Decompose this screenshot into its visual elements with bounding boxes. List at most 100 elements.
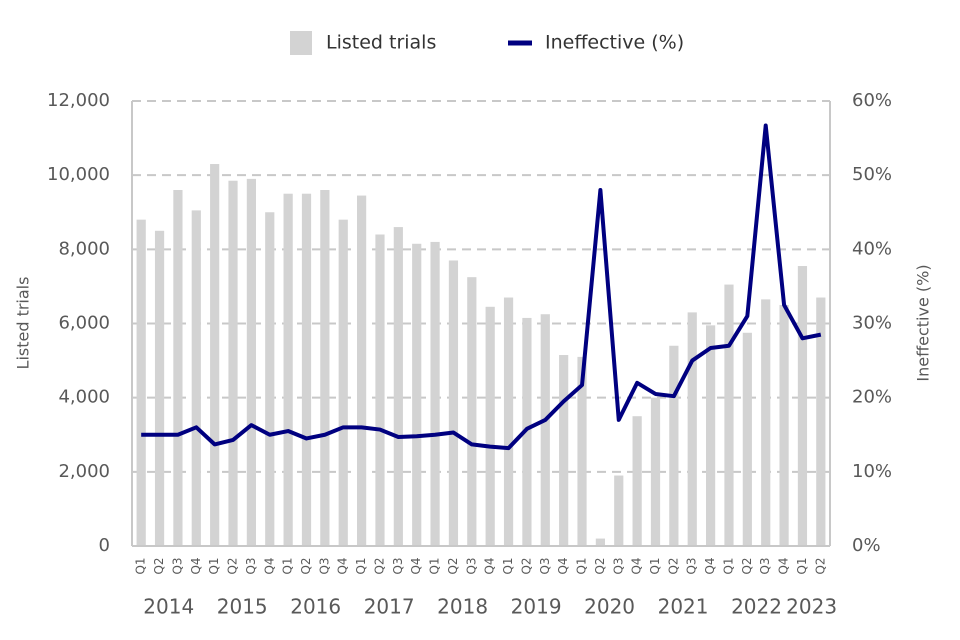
bar xyxy=(522,317,532,546)
x-tick-label: Q3 xyxy=(317,557,331,574)
bar xyxy=(320,190,330,546)
bar xyxy=(485,306,495,546)
x-tick-label: Q4 xyxy=(189,557,203,574)
x-tick-label: Q3 xyxy=(611,557,625,574)
bar xyxy=(816,297,826,546)
bar xyxy=(669,345,679,546)
x-tick-label: Q2 xyxy=(226,557,240,574)
x-tick-label: Q2 xyxy=(740,557,754,574)
bar xyxy=(503,297,514,546)
x-tick-label: Q4 xyxy=(630,557,644,574)
y2-tick-label: 30% xyxy=(852,313,892,334)
bar xyxy=(283,193,293,547)
bar xyxy=(779,304,789,546)
bar xyxy=(154,230,165,546)
x-tick-label: Q4 xyxy=(483,557,497,574)
bar xyxy=(228,180,238,546)
x-tick-label: Q1 xyxy=(281,557,295,574)
bar xyxy=(724,284,734,546)
bar xyxy=(265,212,275,546)
y-tick-label: 2,000 xyxy=(58,461,110,482)
bar xyxy=(393,227,403,547)
y-tick-label: 12,000 xyxy=(47,90,110,111)
y-tick-label: 6,000 xyxy=(58,313,110,334)
y-tick-label: 0 xyxy=(99,535,110,556)
y2-tick-label: 10% xyxy=(852,461,892,482)
y2-tick-label: 40% xyxy=(852,238,892,259)
legend-label: Ineffective (%) xyxy=(545,32,684,54)
x-tick-label: Q1 xyxy=(575,557,589,574)
year-label: 2017 xyxy=(364,595,415,619)
bar xyxy=(191,210,201,547)
bar xyxy=(136,219,146,546)
y2-tick-label: 0% xyxy=(852,535,881,556)
x-tick-label: Q4 xyxy=(556,557,570,574)
x-tick-label: Q2 xyxy=(593,557,607,574)
bar xyxy=(246,178,256,546)
bar xyxy=(706,325,716,546)
x-tick-label: Q3 xyxy=(464,557,478,574)
x-tick-label: Q4 xyxy=(336,557,350,574)
bar xyxy=(632,416,642,546)
bar xyxy=(375,234,385,546)
x-tick-label: Q1 xyxy=(721,557,735,574)
bar xyxy=(173,190,183,546)
x-tick-label: Q1 xyxy=(648,557,662,574)
year-label: 2022 xyxy=(731,595,782,619)
x-tick-label: Q2 xyxy=(666,557,680,574)
x-tick-label: Q3 xyxy=(391,557,405,574)
x-tick-label: Q2 xyxy=(152,557,166,574)
y2-tick-label: 60% xyxy=(852,90,892,111)
year-label: 2019 xyxy=(511,595,562,619)
bar xyxy=(797,266,808,546)
bar xyxy=(650,397,661,546)
x-tick-label: Q4 xyxy=(262,557,276,574)
year-label: 2023 xyxy=(786,595,837,619)
x-tick-label: Q1 xyxy=(501,557,515,574)
y-tick-label: 10,000 xyxy=(47,164,110,185)
y2-tick-label: 20% xyxy=(852,387,892,408)
x-tick-label: Q1 xyxy=(134,557,148,574)
legend-swatch xyxy=(290,31,312,55)
y-tick-label: 8,000 xyxy=(58,238,110,259)
bar xyxy=(559,355,569,546)
bar xyxy=(540,314,550,546)
bar xyxy=(338,219,348,546)
year-label: 2015 xyxy=(217,595,268,619)
x-tick-label: Q2 xyxy=(299,557,313,574)
bar xyxy=(742,332,752,546)
x-tick-label: Q3 xyxy=(685,557,699,574)
x-tick-label: Q1 xyxy=(207,557,221,574)
line xyxy=(141,123,822,451)
bar xyxy=(301,193,312,547)
bar xyxy=(357,195,367,546)
bar xyxy=(595,538,605,546)
bar xyxy=(467,277,477,546)
bar xyxy=(687,312,697,546)
x-tick-label: Q2 xyxy=(446,557,460,574)
x-tick-label: Q4 xyxy=(409,557,423,574)
x-tick-label: Q3 xyxy=(538,557,552,574)
x-tick-label: Q2 xyxy=(813,557,827,574)
bar xyxy=(577,356,587,546)
x-tick-label: Q3 xyxy=(758,557,772,574)
y2-tick-label: 50% xyxy=(852,164,892,185)
year-label: 2021 xyxy=(658,595,709,619)
x-tick-label: Q3 xyxy=(244,557,258,574)
y-axis-title: Listed trials xyxy=(14,277,33,370)
bar xyxy=(448,260,459,546)
legend-label: Listed trials xyxy=(326,32,436,54)
bar xyxy=(210,164,220,546)
x-tick-label: Q3 xyxy=(170,557,184,574)
year-label: 2016 xyxy=(290,595,341,619)
y-tick-label: 4,000 xyxy=(58,387,110,408)
bar xyxy=(430,241,440,546)
x-tick-label: Q1 xyxy=(428,557,442,574)
x-tick-label: Q2 xyxy=(519,557,533,574)
bar xyxy=(614,475,624,546)
x-tick-label: Q4 xyxy=(777,557,791,574)
year-label: 2018 xyxy=(437,595,488,619)
y2-axis-title: Ineffective (%) xyxy=(914,264,933,381)
bar xyxy=(761,299,771,546)
